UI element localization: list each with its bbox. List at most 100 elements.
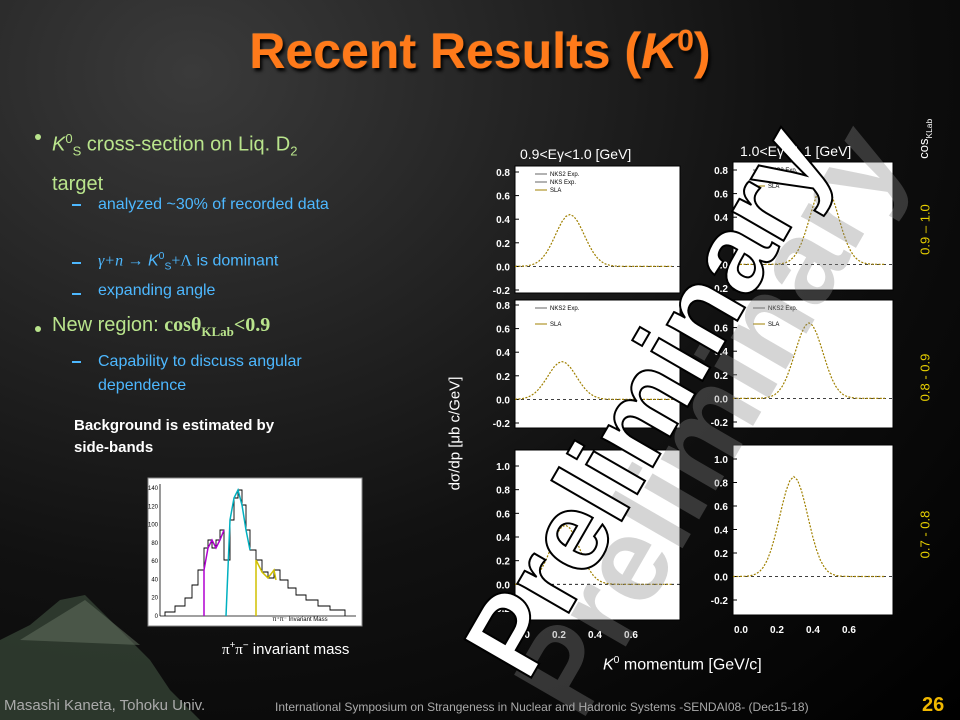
- plot-y-tick: 0.4: [714, 526, 728, 537]
- text: New region:: [52, 314, 165, 336]
- histogram-y-tick: 140: [148, 486, 159, 492]
- plot-y-tick: 0.4: [714, 213, 728, 224]
- plot-x-tick: 0.2: [552, 630, 566, 641]
- row-label: 0.8 - 0.9: [917, 353, 933, 402]
- page-number: 26: [922, 694, 945, 716]
- plot-y-tick: 0.6: [496, 509, 510, 520]
- plot-y-tick: 0.6: [496, 325, 510, 336]
- sub-bullet: Capability to discuss angular dependence: [98, 353, 302, 394]
- histogram-note: Background is estimated by side-bands: [74, 417, 275, 456]
- castle-roof: [20, 600, 140, 645]
- title: Recent Results (K0): [0, 22, 960, 80]
- plot-y-tick: 1.0: [714, 455, 728, 466]
- theory-curve: [514, 213, 672, 267]
- plot-y-tick: 0.8: [496, 301, 510, 312]
- x-axis-label: K0 momentum [GeV/c]: [603, 655, 762, 674]
- gamma: γ+n: [98, 252, 124, 270]
- sup: 0: [65, 131, 73, 146]
- histogram-caption: π+π− invariant mass: [222, 640, 349, 659]
- row-label: 0.9 – 1.0: [917, 204, 933, 255]
- histogram-y-tick: 120: [148, 504, 159, 510]
- legend-entry: NKS Exp.: [768, 176, 794, 182]
- signal-region: [225, 487, 251, 617]
- sup: +: [229, 640, 236, 651]
- title-text: Recent Results (: [249, 23, 642, 79]
- plot-y-tick: 0.8: [496, 168, 510, 179]
- plot-y-tick: 0.6: [496, 192, 510, 203]
- row-label: 0.7 - 0.8: [917, 510, 933, 559]
- plot-y-tick: 0.4: [496, 533, 510, 544]
- plot-y-tick: 0.6: [714, 190, 728, 201]
- plot-y-tick: -0.2: [711, 418, 729, 429]
- plot-y-tick: 0.0: [714, 573, 728, 584]
- histogram-y-tick: 100: [148, 523, 159, 529]
- legend-entry: SLA: [768, 322, 779, 328]
- cos-label: cosKLab: [916, 109, 934, 169]
- plot-y-tick: -0.2: [711, 284, 729, 295]
- sub: S: [164, 261, 172, 273]
- arrow: →: [123, 252, 148, 270]
- sub-dash: [72, 204, 81, 206]
- plot-panel: [732, 444, 894, 616]
- bullet: K0S cross-section on Liq. D2 target: [52, 122, 297, 201]
- sub-bullet: γ+n → K0S+Λ is dominant: [98, 251, 278, 273]
- plot-y-tick: 0.2: [714, 371, 728, 382]
- title-k: K: [641, 23, 678, 79]
- plot-y-tick: 0.4: [714, 347, 728, 358]
- plot-y-tick: 0.4: [496, 215, 510, 226]
- bullet-dot: [35, 134, 41, 140]
- histogram-y-tick: 0: [155, 614, 159, 620]
- sub: KLab: [201, 324, 234, 339]
- plot-x-tick: 0.4: [588, 630, 602, 641]
- pi: π: [222, 642, 230, 658]
- plot-x-tick: 0.6: [624, 630, 638, 641]
- plot-panel: [732, 299, 894, 429]
- plot-y-tick: 0.8: [496, 486, 510, 497]
- legend-entry: NKS2 Exp.: [768, 306, 798, 312]
- footer-author: Masashi Kaneta, Tohoku Univ.: [4, 697, 206, 714]
- plot-panel: [514, 299, 681, 429]
- plot-y-tick: -0.2: [493, 419, 511, 430]
- plot-x-tick: 0.0: [516, 630, 530, 641]
- plot-y-tick: 0.0: [496, 580, 510, 591]
- plot-y-tick: -0.2: [493, 604, 511, 615]
- plot-y-tick: 0.0: [496, 395, 510, 406]
- text: is dominant: [192, 252, 279, 270]
- plot-y-tick: 0.2: [714, 237, 728, 248]
- theory-curve: [733, 475, 885, 578]
- sub: 2: [290, 143, 298, 159]
- title-sup: 0: [677, 24, 694, 58]
- text: target: [52, 172, 104, 195]
- plot-y-tick: 0.8: [714, 300, 728, 311]
- sub-dash: [72, 293, 81, 295]
- legend-entry: SLA: [550, 322, 561, 328]
- histogram-y-tick: 60: [151, 559, 158, 565]
- plot-y-tick: 0.8: [714, 166, 728, 177]
- plot-panel: [514, 165, 681, 294]
- plot-y-tick: 0.6: [714, 502, 728, 513]
- limit: <0.9: [233, 314, 271, 336]
- plot-panel: [514, 449, 681, 621]
- plot-x-tick: 0.4: [806, 625, 820, 636]
- plot-x-tick: 0.6: [842, 625, 856, 636]
- bullet-dot: [35, 326, 41, 332]
- plot-y-tick: 0.6: [714, 324, 728, 335]
- plot-y-tick: 0.2: [496, 372, 510, 383]
- legend-entry: NKS2 Exp.: [550, 306, 580, 312]
- plot-y-tick: 0.2: [714, 549, 728, 560]
- footer-event: International Symposium on Strangeness i…: [275, 700, 809, 714]
- histogram-step: [164, 489, 346, 616]
- histogram-y-tick: 40: [151, 577, 158, 583]
- theory-curve: [733, 322, 885, 399]
- sup: 0: [613, 655, 620, 666]
- theory-curve: [514, 524, 672, 585]
- legend-entry: NKS2 Exp.: [768, 168, 798, 174]
- histogram-y-tick: 80: [151, 541, 158, 547]
- sub-bullet: analyzed ~30% of recorded data: [98, 196, 329, 213]
- panel-title: 0.9<Eγ<1.0 [GeV]: [520, 146, 632, 162]
- histogram-x-label: π⁺π⁻ Invariant Mass: [272, 616, 327, 623]
- sub-bullet: expanding angle: [98, 282, 216, 299]
- y-axis-label: dσ/dp [μb c/GeV]: [446, 376, 464, 491]
